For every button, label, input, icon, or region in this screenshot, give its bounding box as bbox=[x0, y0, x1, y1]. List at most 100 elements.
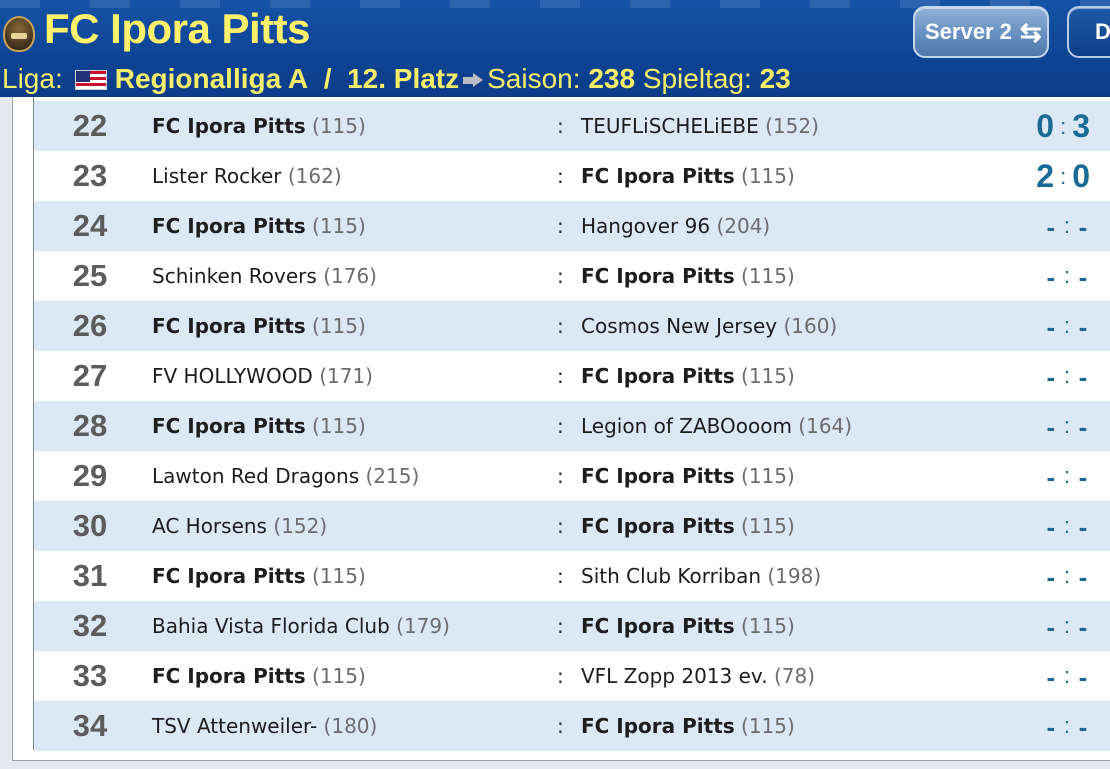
score-away: - bbox=[1078, 662, 1088, 692]
away-team-link[interactable]: Cosmos New Jersey bbox=[581, 314, 778, 338]
away-team-cell: Sith Club Korriban (198) bbox=[581, 551, 821, 601]
fixture-row: 34 TSV Attenweiler- (180): FC Ipora Pitts … bbox=[34, 701, 1110, 751]
matchday-number: 30 bbox=[72, 508, 108, 543]
away-team-rank: (78) bbox=[773, 664, 815, 688]
matchday-number: 32 bbox=[72, 608, 108, 643]
fixture-row: 31 FC Ipora Pitts (115): Sith Club Korriba… bbox=[34, 551, 1110, 601]
home-team-link[interactable]: AC Horsens bbox=[152, 514, 267, 538]
away-team-link[interactable]: FC Ipora Pitts bbox=[581, 264, 735, 288]
away-team-link[interactable]: FC Ipora Pitts bbox=[581, 714, 735, 738]
away-team-link[interactable]: FC Ipora Pitts bbox=[581, 514, 735, 538]
score-away: - bbox=[1078, 412, 1088, 442]
fixture-row: 23 Lister Rocker (162): FC Ipora Pitts (11… bbox=[34, 151, 1110, 201]
away-team-rank: (115) bbox=[741, 614, 795, 638]
home-team-link[interactable]: FC Ipora Pitts bbox=[152, 314, 306, 338]
second-button-label: D bbox=[1095, 19, 1110, 44]
score-home: 2 bbox=[1036, 158, 1055, 194]
matchday-number: 26 bbox=[72, 308, 108, 343]
match-colon: : bbox=[557, 564, 564, 588]
away-team-rank: (115) bbox=[741, 364, 795, 388]
away-team-cell: Legion of ZABOooom (164) bbox=[581, 401, 852, 451]
score-home: - bbox=[1046, 462, 1056, 492]
away-team-cell: Hangover 96 (204) bbox=[581, 201, 770, 251]
match-score[interactable]: 0:3 bbox=[1036, 101, 1090, 152]
score-separator: : bbox=[1063, 363, 1070, 388]
score-away: - bbox=[1078, 712, 1088, 742]
match-score[interactable]: -:- bbox=[1044, 451, 1090, 502]
home-team-link[interactable]: Lister Rocker bbox=[152, 164, 282, 188]
home-team-link[interactable]: FV HOLLYWOOD bbox=[152, 364, 313, 388]
home-team-link[interactable]: Schinken Rovers bbox=[152, 264, 317, 288]
score-away: 3 bbox=[1072, 108, 1090, 144]
away-team-cell: FC Ipora Pitts (115) bbox=[581, 601, 795, 651]
home-team-link[interactable]: FC Ipora Pitts bbox=[152, 414, 306, 438]
home-team-link[interactable]: TSV Attenweiler- bbox=[152, 714, 318, 738]
score-home: - bbox=[1046, 262, 1056, 292]
match-score[interactable]: -:- bbox=[1044, 351, 1090, 402]
match-score[interactable]: -:- bbox=[1044, 701, 1090, 752]
matchday-number: 23 bbox=[72, 158, 108, 193]
matchday-number: 22 bbox=[72, 108, 108, 143]
score-away: - bbox=[1078, 362, 1088, 392]
match-score[interactable]: 2:0 bbox=[1036, 151, 1090, 202]
home-team-cell: FC Ipora Pitts (115) bbox=[152, 301, 366, 351]
match-colon: : bbox=[557, 414, 564, 438]
fixture-row: 33 FC Ipora Pitts (115): VFL Zopp 2013 ev.… bbox=[34, 651, 1110, 701]
away-team-link[interactable]: FC Ipora Pitts bbox=[581, 364, 735, 388]
score-separator: : bbox=[1063, 213, 1070, 238]
match-score[interactable]: -:- bbox=[1044, 301, 1090, 352]
fixture-row: 26 FC Ipora Pitts (115): Cosmos New Jersey… bbox=[34, 301, 1110, 351]
away-team-link[interactable]: TEUFLiSCHELiEBE bbox=[581, 114, 759, 138]
away-team-rank: (164) bbox=[798, 414, 853, 438]
match-score[interactable]: -:- bbox=[1044, 251, 1090, 302]
league-place[interactable]: 12. Platz bbox=[347, 63, 460, 94]
away-team-link[interactable]: FC Ipora Pitts bbox=[581, 464, 735, 488]
away-team-link[interactable]: VFL Zopp 2013 ev. bbox=[581, 664, 768, 688]
away-team-link[interactable]: Legion of ZABOooom bbox=[581, 414, 792, 438]
matchday-number: 27 bbox=[72, 358, 108, 393]
away-team-link[interactable]: Hangover 96 bbox=[581, 214, 711, 238]
score-separator: : bbox=[1063, 713, 1070, 738]
score-separator: : bbox=[1063, 413, 1070, 438]
club-logo-icon[interactable] bbox=[3, 16, 35, 52]
away-team-link[interactable]: FC Ipora Pitts bbox=[581, 164, 735, 188]
fixture-list: 22 FC Ipora Pitts (115): TEUFLiSCHELiEBE (… bbox=[34, 101, 1110, 751]
score-away: - bbox=[1078, 212, 1088, 242]
league-info-line: Liga: Regionalliga A / 12. Platz Saison: 2… bbox=[2, 62, 791, 96]
second-header-button[interactable]: D bbox=[1067, 6, 1110, 58]
home-team-link[interactable]: Bahia Vista Florida Club bbox=[152, 614, 390, 638]
league-name-link[interactable]: Regionalliga A bbox=[114, 63, 309, 94]
arrow-right-icon bbox=[462, 71, 484, 89]
fixture-row: 28 FC Ipora Pitts (115): Legion of ZABOooo… bbox=[34, 401, 1110, 451]
match-score[interactable]: -:- bbox=[1044, 651, 1090, 702]
away-team-cell: FC Ipora Pitts (115) bbox=[581, 701, 795, 751]
server-switch-button[interactable]: Server 2 ⇆ bbox=[913, 6, 1049, 58]
separator: / bbox=[323, 63, 332, 94]
home-team-link[interactable]: FC Ipora Pitts bbox=[152, 214, 306, 238]
home-team-cell: Schinken Rovers (176) bbox=[152, 251, 377, 301]
away-team-cell: FC Ipora Pitts (115) bbox=[581, 251, 795, 301]
home-team-link[interactable]: FC Ipora Pitts bbox=[152, 564, 306, 588]
match-score[interactable]: -:- bbox=[1044, 601, 1090, 652]
score-away: - bbox=[1078, 512, 1088, 542]
match-colon: : bbox=[557, 664, 564, 688]
score-home: - bbox=[1046, 312, 1056, 342]
home-team-rank: (115) bbox=[312, 664, 366, 688]
home-team-link[interactable]: FC Ipora Pitts bbox=[152, 114, 306, 138]
spieltag-value: 23 bbox=[759, 63, 791, 94]
score-home: - bbox=[1046, 362, 1056, 392]
home-team-link[interactable]: FC Ipora Pitts bbox=[152, 664, 306, 688]
swap-arrows-icon: ⇆ bbox=[1019, 17, 1042, 47]
score-away: - bbox=[1078, 462, 1088, 492]
team-title[interactable]: FC Ipora Pitts bbox=[44, 5, 311, 52]
home-team-link[interactable]: Lawton Red Dragons bbox=[152, 464, 360, 488]
away-team-rank: (115) bbox=[741, 464, 795, 488]
match-score[interactable]: -:- bbox=[1044, 201, 1090, 252]
match-score[interactable]: -:- bbox=[1044, 551, 1090, 602]
away-team-link[interactable]: FC Ipora Pitts bbox=[581, 614, 735, 638]
away-team-link[interactable]: Sith Club Korriban bbox=[581, 564, 762, 588]
score-home: - bbox=[1046, 662, 1056, 692]
home-team-cell: FC Ipora Pitts (115) bbox=[152, 101, 366, 151]
match-score[interactable]: -:- bbox=[1044, 501, 1090, 552]
match-score[interactable]: -:- bbox=[1044, 401, 1090, 452]
